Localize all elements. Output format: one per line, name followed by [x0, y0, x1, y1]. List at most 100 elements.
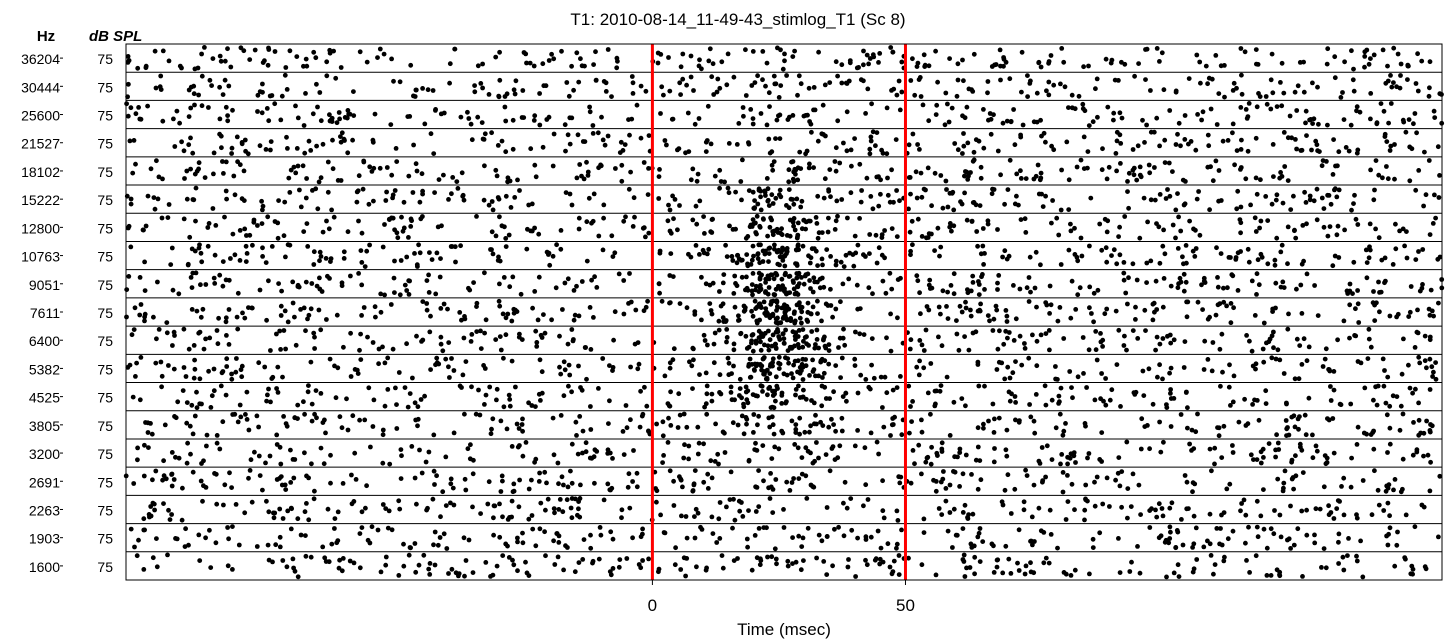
spike-dot — [198, 478, 204, 484]
spike-dot — [1035, 162, 1041, 168]
spike-dot — [894, 545, 899, 551]
spike-dot — [158, 359, 164, 365]
spike-dot — [353, 477, 359, 482]
spike-dot — [855, 242, 861, 248]
spike-dot — [600, 356, 606, 361]
spike-dot — [174, 108, 180, 114]
spike-dot — [592, 447, 598, 453]
spike-dot — [858, 77, 864, 83]
spike-dot — [1380, 175, 1385, 181]
spike-dot — [1392, 477, 1398, 482]
spike-dot — [225, 113, 231, 118]
spike-dot — [1228, 255, 1233, 260]
spike-dot — [145, 430, 151, 435]
spike-dot — [220, 259, 226, 264]
spike-dot — [1343, 145, 1349, 150]
spike-dot — [291, 475, 297, 481]
spike-dot — [407, 391, 413, 396]
spike-dot — [758, 207, 764, 213]
spike-dot — [311, 330, 317, 336]
spike-dot — [1061, 570, 1067, 575]
spike-dot — [629, 74, 635, 79]
spike-dot — [1092, 397, 1098, 403]
spike-dot — [1385, 500, 1391, 506]
spike-dot — [189, 402, 195, 408]
spike-dot — [413, 417, 419, 423]
spike-dot — [1113, 308, 1119, 314]
spike-dot — [375, 527, 381, 533]
spike-dot — [1111, 247, 1117, 253]
spike-dot — [773, 398, 778, 404]
spike-dot — [848, 496, 854, 501]
spike-dot — [560, 307, 565, 312]
spike-dot — [676, 146, 682, 152]
spike-dot — [398, 447, 404, 452]
spike-dot — [765, 197, 771, 203]
spike-dot — [1355, 222, 1361, 227]
spike-dot — [1144, 46, 1150, 52]
spike-dot — [756, 468, 761, 473]
spike-dot — [807, 161, 812, 167]
spike-dot — [1002, 248, 1008, 254]
spike-dot — [969, 218, 975, 224]
spike-dot — [844, 505, 850, 511]
spike-dot — [468, 121, 474, 127]
spike-dot — [298, 307, 303, 312]
row-frequency-label: 25600 — [21, 108, 60, 124]
spike-dot — [1422, 149, 1427, 155]
spike-dot — [1094, 474, 1100, 480]
spike-dot — [1207, 541, 1213, 547]
spike-dot — [734, 142, 740, 147]
spike-dot — [486, 92, 492, 97]
spike-dot — [1176, 574, 1182, 579]
spike-dot — [544, 480, 549, 486]
spike-dot — [347, 558, 353, 564]
spike-dot — [482, 330, 487, 336]
spike-dot — [1300, 574, 1305, 579]
spike-dot — [460, 372, 466, 378]
spike-dot — [767, 104, 772, 109]
spike-dot — [869, 336, 875, 341]
spike-dot — [380, 427, 386, 433]
spike-dot — [1257, 94, 1263, 99]
spike-dot — [877, 561, 883, 567]
spike-dot — [1336, 255, 1342, 260]
spike-dot — [1230, 450, 1236, 455]
spike-dot — [478, 81, 484, 86]
spike-dot — [1349, 48, 1354, 54]
spike-dot — [1246, 524, 1251, 530]
spike-dot — [447, 375, 452, 380]
spike-dot — [1419, 502, 1425, 508]
spike-dot — [142, 318, 147, 324]
spike-dot — [398, 476, 404, 481]
spike-dot — [746, 188, 752, 194]
spike-dot — [1324, 455, 1330, 461]
spike-dot — [1225, 138, 1231, 143]
spike-dot — [281, 328, 287, 333]
spike-dot — [434, 250, 440, 256]
spike-dot — [806, 165, 812, 171]
row-level-label: 75 — [97, 220, 113, 236]
spike-dot — [410, 375, 415, 381]
spike-dot — [1425, 452, 1431, 458]
spike-dot — [705, 486, 711, 491]
spike-dot — [774, 561, 779, 567]
spike-dot — [858, 372, 864, 378]
spike-dot — [763, 376, 769, 382]
spike-dot — [762, 251, 768, 257]
spike-dot — [1390, 262, 1396, 267]
spike-dot — [1215, 302, 1221, 308]
spike-dot — [124, 287, 130, 292]
spike-dot — [1030, 542, 1035, 548]
spike-dot — [1157, 419, 1162, 425]
spike-dot — [833, 428, 838, 434]
spike-dot — [204, 443, 209, 449]
spike-dot — [892, 414, 897, 420]
spike-dot — [831, 389, 836, 395]
spike-dot — [446, 197, 451, 202]
spike-dot — [1428, 422, 1433, 427]
spike-dot — [574, 175, 580, 181]
spike-dot — [868, 138, 874, 144]
spike-dot — [833, 59, 839, 65]
spike-dot — [1137, 570, 1143, 576]
